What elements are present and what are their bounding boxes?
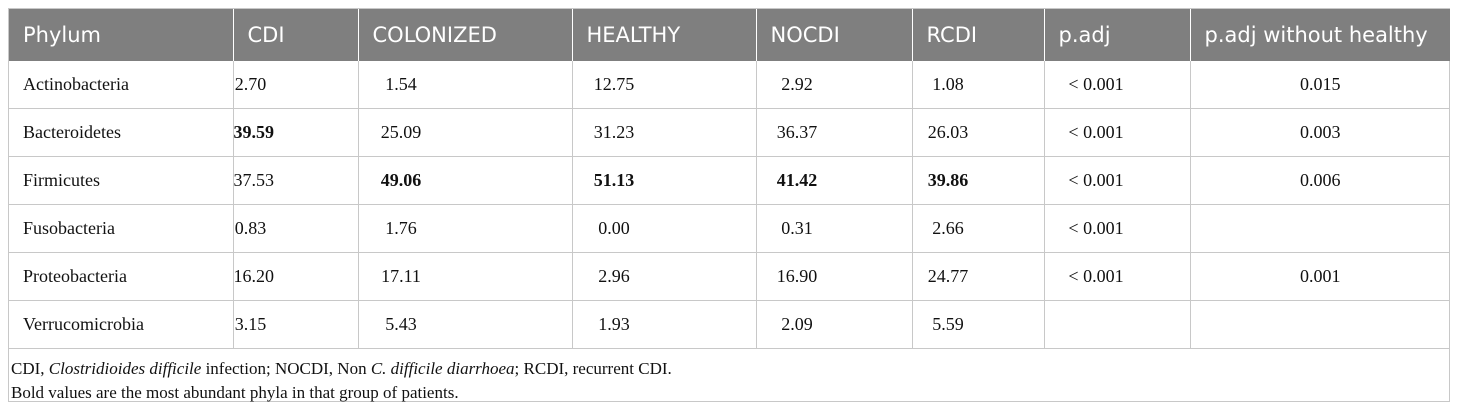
row-label: Firmicutes xyxy=(9,156,234,205)
footnotes: CDI, Clostridioides difficile infection;… xyxy=(9,349,1449,405)
cell: 0.001 xyxy=(1190,252,1450,301)
footnote-text: ; RCDI, recurrent CDI. xyxy=(514,359,672,378)
footnote-text: Clostridioides difficile xyxy=(48,359,202,378)
cell: 51.13 xyxy=(572,156,757,205)
cell: 12.75 xyxy=(572,61,757,109)
cell: 1.08 xyxy=(912,61,1045,109)
column-header: RCDI xyxy=(912,9,1045,61)
cell: 24.77 xyxy=(912,252,1045,301)
footnote-text: CDI, xyxy=(11,359,49,378)
table-row: Bacteroidetes 39.59 25.09 31.23 36.37 26.03 < … xyxy=(9,108,1450,157)
header-row: Phylum CDI COLONIZED HEALTHY NOCDI RCDI p.adj p… xyxy=(9,9,1450,61)
cell: 0.003 xyxy=(1190,108,1450,157)
column-header: COLONIZED xyxy=(358,9,573,61)
cell: 36.37 xyxy=(756,108,913,157)
footnote-text: C. difficile diarrhoea xyxy=(370,359,515,378)
cell: 49.06 xyxy=(358,156,573,205)
table-row: Actinobacteria 2.70 1.54 12.75 2.92 1.08 < 0.0… xyxy=(9,61,1450,109)
cell: 3.15 xyxy=(233,300,359,349)
cell: 16.90 xyxy=(756,252,913,301)
row-label: Verrucomicrobia xyxy=(9,300,234,349)
cell: 39.59 xyxy=(233,108,359,157)
row-label: Proteobacteria xyxy=(9,252,234,301)
cell: < 0.001 xyxy=(1044,108,1191,157)
cell: 1.76 xyxy=(358,204,573,253)
column-header: Phylum xyxy=(9,9,234,61)
table-row: Fusobacteria 0.83 1.76 0.00 0.31 2.66 < 0.001 xyxy=(9,204,1450,253)
cell: 2.70 xyxy=(233,61,359,109)
table-container: Phylum CDI COLONIZED HEALTHY NOCDI RCDI p.adj p… xyxy=(8,8,1450,402)
column-header: p.adj without healthy xyxy=(1190,9,1450,61)
column-header: p.adj xyxy=(1044,9,1191,61)
row-label: Fusobacteria xyxy=(9,204,234,253)
row-label: Actinobacteria xyxy=(9,61,234,109)
cell: 39.86 xyxy=(912,156,1045,205)
cell: < 0.001 xyxy=(1044,61,1191,109)
table-body: Actinobacteria 2.70 1.54 12.75 2.92 1.08 < 0.0… xyxy=(9,61,1450,349)
cell: 5.43 xyxy=(358,300,573,349)
cell: 16.20 xyxy=(233,252,359,301)
cell: < 0.001 xyxy=(1044,204,1191,253)
footnote-text: Bold values are the most abundant phyla … xyxy=(11,383,459,402)
cell: 1.93 xyxy=(572,300,757,349)
table: Phylum CDI COLONIZED HEALTHY NOCDI RCDI p.adj p… xyxy=(9,9,1450,349)
cell: 2.92 xyxy=(756,61,913,109)
cell: 0.00 xyxy=(572,204,757,253)
cell: < 0.001 xyxy=(1044,252,1191,301)
cell: 37.53 xyxy=(233,156,359,205)
cell: 0.006 xyxy=(1190,156,1450,205)
footnote-line: CDI, Clostridioides difficile infection;… xyxy=(11,357,1449,381)
cell: 1.54 xyxy=(358,61,573,109)
cell: < 0.001 xyxy=(1044,156,1191,205)
column-header: NOCDI xyxy=(756,9,913,61)
table-row: Verrucomicrobia 3.15 5.43 1.93 2.09 5.59 xyxy=(9,300,1450,349)
cell: 0.83 xyxy=(233,204,359,253)
table-row: Firmicutes 37.53 49.06 51.13 41.42 39.86 < 0.0… xyxy=(9,156,1450,205)
cell: 2.96 xyxy=(572,252,757,301)
cell: 0.015 xyxy=(1190,61,1450,109)
footnote-text: infection; NOCDI, Non xyxy=(201,359,371,378)
row-label: Bacteroidetes xyxy=(9,108,234,157)
footnote-line: Bold values are the most abundant phyla … xyxy=(11,381,1449,405)
cell: 0.31 xyxy=(756,204,913,253)
cell: 25.09 xyxy=(358,108,573,157)
cell xyxy=(1190,300,1450,349)
cell: 5.59 xyxy=(912,300,1045,349)
column-header: CDI xyxy=(233,9,359,61)
cell: 41.42 xyxy=(756,156,913,205)
cell xyxy=(1190,204,1450,253)
cell: 2.09 xyxy=(756,300,913,349)
cell: 26.03 xyxy=(912,108,1045,157)
cell: 17.11 xyxy=(358,252,573,301)
column-header: HEALTHY xyxy=(572,9,757,61)
cell: 2.66 xyxy=(912,204,1045,253)
cell: 31.23 xyxy=(572,108,757,157)
table-row: Proteobacteria 16.20 17.11 2.96 16.90 24.77 < … xyxy=(9,252,1450,301)
cell xyxy=(1044,300,1191,349)
